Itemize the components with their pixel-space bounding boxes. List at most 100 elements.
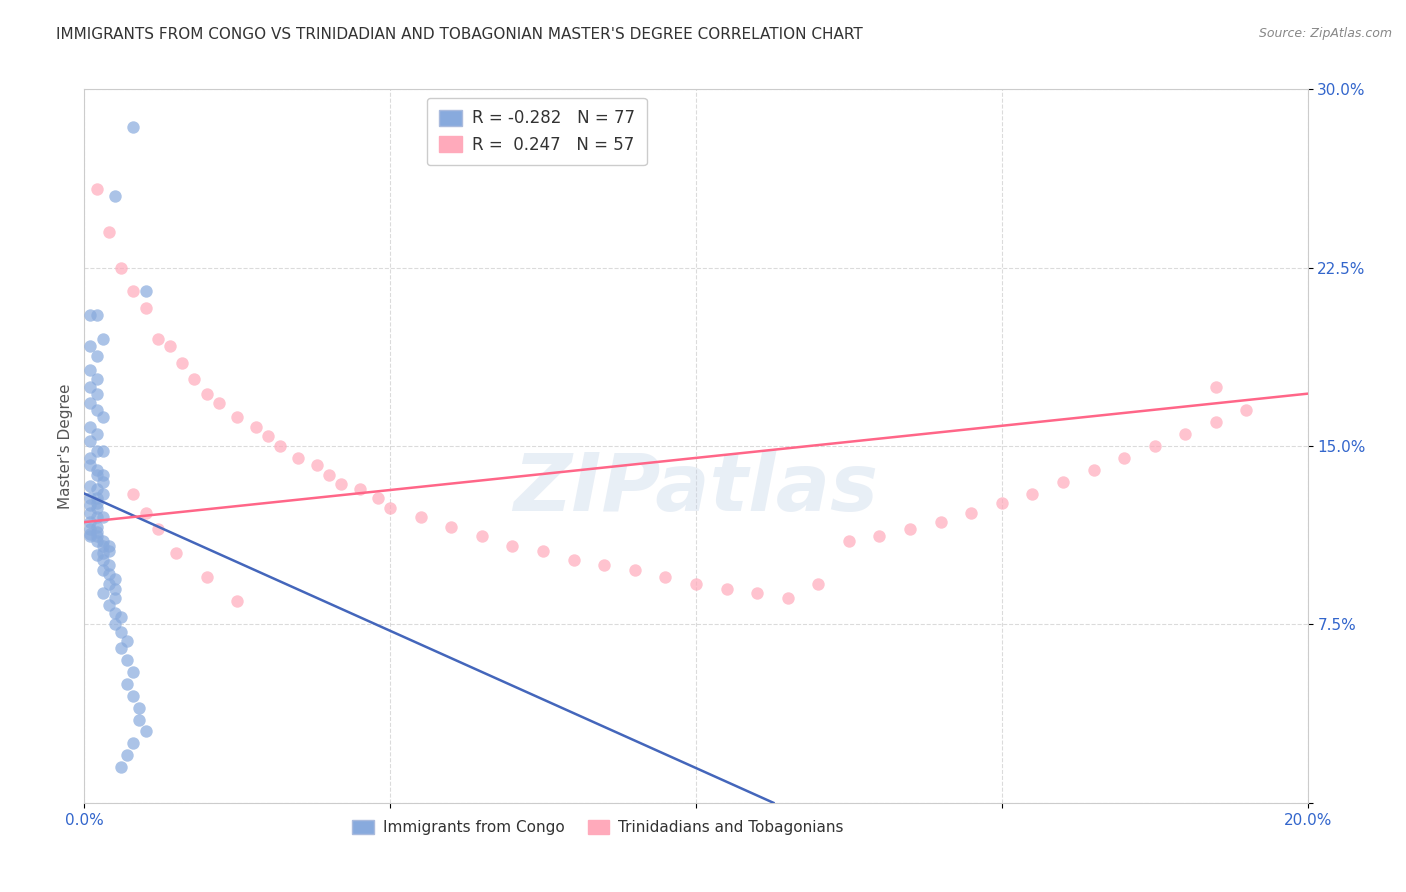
Point bbox=[86, 524, 108, 539]
Point bbox=[86, 467, 108, 482]
Point bbox=[1205, 415, 1227, 429]
Point bbox=[716, 582, 738, 596]
Point bbox=[104, 617, 127, 632]
Point bbox=[367, 491, 389, 506]
Point bbox=[269, 439, 291, 453]
Point bbox=[91, 586, 114, 600]
Point bbox=[960, 506, 983, 520]
Point bbox=[257, 429, 280, 443]
Point bbox=[929, 515, 952, 529]
Point bbox=[91, 410, 114, 425]
Point bbox=[86, 529, 108, 543]
Point bbox=[79, 479, 101, 493]
Point bbox=[1052, 475, 1074, 489]
Point bbox=[135, 285, 157, 299]
Point bbox=[79, 515, 101, 529]
Point bbox=[110, 641, 132, 656]
Point bbox=[86, 403, 108, 417]
Point bbox=[1174, 427, 1197, 442]
Point bbox=[104, 572, 127, 586]
Point bbox=[79, 491, 101, 506]
Point bbox=[122, 120, 145, 135]
Point bbox=[115, 634, 138, 648]
Point bbox=[97, 567, 120, 582]
Point bbox=[245, 420, 267, 434]
Point bbox=[898, 522, 921, 536]
Point bbox=[86, 463, 108, 477]
Point bbox=[97, 543, 120, 558]
Point bbox=[165, 546, 187, 560]
Point bbox=[91, 539, 114, 553]
Point bbox=[79, 458, 101, 472]
Point bbox=[91, 553, 114, 567]
Point bbox=[91, 332, 114, 346]
Point bbox=[128, 700, 150, 714]
Point bbox=[287, 450, 309, 465]
Point bbox=[183, 372, 205, 386]
Point bbox=[471, 529, 494, 543]
Point bbox=[86, 482, 108, 496]
Point bbox=[685, 577, 707, 591]
Point bbox=[349, 482, 371, 496]
Point bbox=[79, 506, 101, 520]
Point bbox=[91, 443, 114, 458]
Point bbox=[172, 356, 194, 370]
Point bbox=[869, 529, 891, 543]
Point bbox=[79, 396, 101, 410]
Point bbox=[79, 527, 101, 541]
Point bbox=[79, 308, 101, 322]
Point bbox=[1236, 403, 1258, 417]
Point bbox=[776, 591, 799, 606]
Point bbox=[654, 570, 676, 584]
Point bbox=[79, 522, 101, 536]
Point bbox=[91, 475, 114, 489]
Point bbox=[122, 665, 145, 679]
Point bbox=[1143, 439, 1166, 453]
Point bbox=[593, 558, 616, 572]
Point bbox=[86, 443, 108, 458]
Point bbox=[747, 586, 769, 600]
Point bbox=[86, 427, 108, 442]
Point bbox=[79, 363, 101, 377]
Point bbox=[991, 496, 1014, 510]
Point bbox=[91, 467, 114, 482]
Point bbox=[1021, 486, 1043, 500]
Point bbox=[86, 549, 108, 563]
Point bbox=[86, 534, 108, 549]
Point bbox=[110, 760, 132, 774]
Point bbox=[91, 563, 114, 577]
Point bbox=[79, 529, 101, 543]
Point bbox=[97, 539, 120, 553]
Point bbox=[79, 339, 101, 353]
Y-axis label: Master's Degree: Master's Degree bbox=[58, 384, 73, 508]
Text: ZIPatlas: ZIPatlas bbox=[513, 450, 879, 528]
Point bbox=[838, 534, 860, 549]
Point bbox=[208, 396, 231, 410]
Point bbox=[122, 486, 145, 500]
Point bbox=[330, 477, 353, 491]
Point bbox=[91, 510, 114, 524]
Point bbox=[86, 182, 108, 196]
Point bbox=[86, 308, 108, 322]
Point bbox=[135, 506, 157, 520]
Point bbox=[195, 386, 218, 401]
Point bbox=[146, 332, 169, 346]
Point bbox=[86, 372, 108, 386]
Point bbox=[115, 653, 138, 667]
Point bbox=[79, 420, 101, 434]
Point bbox=[97, 225, 120, 239]
Point bbox=[226, 410, 249, 425]
Point bbox=[122, 285, 145, 299]
Point bbox=[110, 610, 132, 624]
Point bbox=[624, 563, 647, 577]
Point bbox=[86, 491, 108, 506]
Point bbox=[531, 543, 554, 558]
Point bbox=[115, 748, 138, 763]
Point bbox=[91, 546, 114, 560]
Point bbox=[1114, 450, 1136, 465]
Point bbox=[86, 496, 108, 510]
Point bbox=[86, 386, 108, 401]
Point bbox=[91, 534, 114, 549]
Point bbox=[380, 500, 402, 515]
Point bbox=[115, 677, 138, 691]
